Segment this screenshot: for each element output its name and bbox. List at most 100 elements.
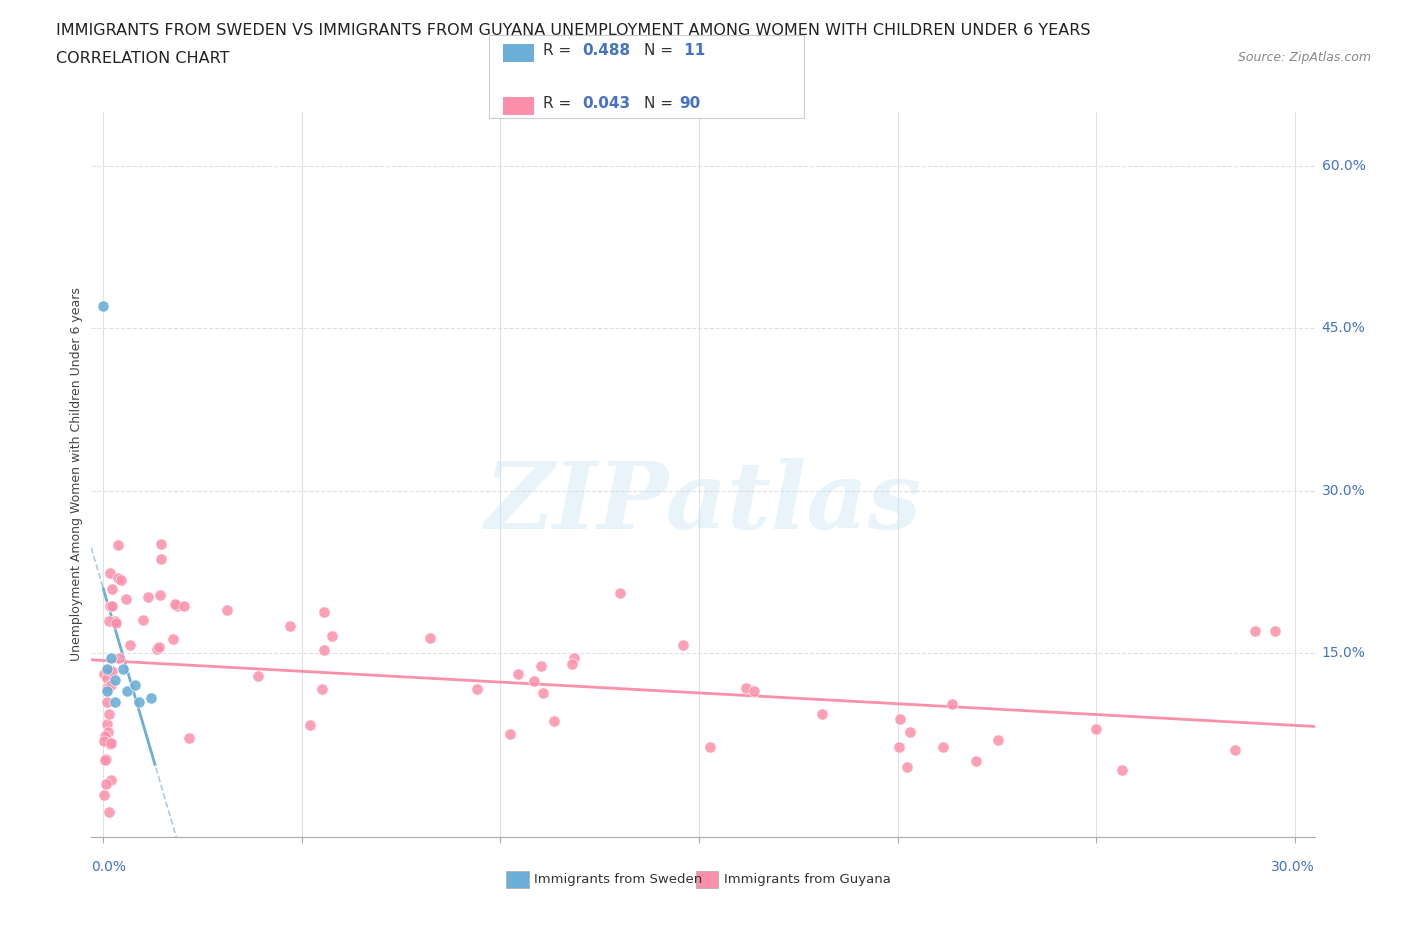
Point [530, 658, 553, 673]
Point [166, 599, 188, 614]
Point [105, 615, 128, 630]
Point [118, 638, 141, 653]
Point [889, 711, 911, 726]
Point [107, 570, 129, 585]
Point [312, 604, 335, 619]
Text: 90: 90 [679, 96, 700, 111]
Text: N =: N = [644, 96, 678, 111]
Point [896, 760, 918, 775]
Point [132, 613, 155, 628]
Point [115, 684, 138, 698]
Text: 30.0%: 30.0% [1322, 484, 1365, 498]
Point [215, 602, 238, 617]
Point [150, 551, 173, 566]
Point [101, 582, 124, 597]
Point [742, 684, 765, 698]
Text: R =: R = [543, 96, 576, 111]
Point [98, 565, 121, 580]
Point [100, 651, 122, 666]
Point [100, 773, 122, 788]
Point [136, 590, 159, 604]
Point [419, 631, 441, 645]
Point [96, 662, 118, 677]
Point [96, 681, 118, 696]
Text: CORRELATION CHART: CORRELATION CHART [56, 51, 229, 66]
Text: Immigrants from Sweden: Immigrants from Sweden [534, 873, 703, 886]
Point [1225, 743, 1247, 758]
Point [96, 717, 118, 732]
Point [96, 671, 118, 685]
Point [1264, 624, 1286, 639]
Point [898, 724, 921, 739]
Point [561, 657, 583, 671]
Point [98, 664, 121, 679]
Text: 0.043: 0.043 [582, 96, 630, 111]
Point [149, 588, 172, 603]
Point [278, 618, 301, 633]
Text: R =: R = [543, 43, 576, 58]
Text: 15.0%: 15.0% [1322, 646, 1365, 660]
Point [98, 599, 121, 614]
Point [531, 685, 554, 700]
Point [735, 681, 758, 696]
Text: 30.0%: 30.0% [1271, 860, 1315, 874]
Point [543, 713, 565, 728]
Point [91, 299, 114, 314]
Point [104, 694, 127, 709]
Point [672, 637, 695, 652]
Point [609, 586, 631, 601]
Point [162, 631, 184, 646]
Point [100, 736, 122, 751]
Point [321, 629, 343, 644]
Point [96, 694, 118, 709]
Point [97, 724, 120, 739]
Point [128, 694, 150, 709]
Point [941, 697, 963, 711]
Point [506, 666, 529, 681]
Point [499, 726, 522, 741]
Text: 60.0%: 60.0% [1322, 159, 1365, 173]
Point [465, 682, 488, 697]
Point [100, 678, 122, 693]
Point [94, 752, 117, 767]
Point [107, 651, 129, 666]
Point [699, 739, 721, 754]
Point [98, 804, 121, 819]
Y-axis label: Unemployment Among Women with Children Under 6 years: Unemployment Among Women with Children U… [70, 287, 83, 661]
Text: Immigrants from Guyana: Immigrants from Guyana [724, 873, 891, 886]
Point [148, 640, 170, 655]
Point [93, 734, 115, 749]
Point [298, 717, 321, 732]
Text: Source: ZipAtlas.com: Source: ZipAtlas.com [1237, 51, 1371, 64]
Point [312, 643, 335, 658]
Point [115, 591, 138, 606]
Point [1085, 722, 1108, 737]
Point [965, 753, 987, 768]
Text: IMMIGRANTS FROM SWEDEN VS IMMIGRANTS FROM GUYANA UNEMPLOYMENT AMONG WOMEN WITH C: IMMIGRANTS FROM SWEDEN VS IMMIGRANTS FRO… [56, 23, 1091, 38]
Point [100, 599, 122, 614]
Point [523, 673, 546, 688]
Point [104, 614, 127, 629]
Point [101, 664, 124, 679]
Point [165, 596, 187, 611]
Point [112, 662, 135, 677]
Point [179, 731, 201, 746]
Point [139, 691, 162, 706]
Point [247, 669, 270, 684]
Text: N =: N = [644, 43, 678, 58]
Point [93, 788, 115, 803]
Text: 11: 11 [679, 43, 706, 58]
Point [96, 777, 118, 791]
Point [145, 642, 167, 657]
Point [96, 684, 118, 698]
Point [887, 739, 910, 754]
Point [97, 707, 120, 722]
Text: 0.488: 0.488 [582, 43, 630, 58]
Point [173, 599, 195, 614]
Point [107, 538, 129, 552]
Point [110, 573, 132, 588]
Point [93, 667, 115, 682]
Text: 45.0%: 45.0% [1322, 321, 1365, 335]
Point [94, 728, 117, 743]
Point [987, 732, 1010, 747]
